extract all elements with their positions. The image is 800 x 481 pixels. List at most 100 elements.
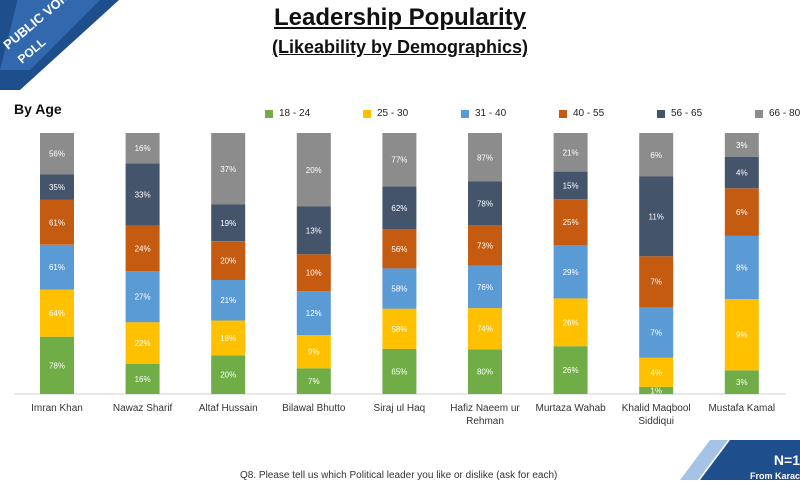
data-label: 21% <box>563 148 579 157</box>
bar-segment <box>211 320 246 356</box>
sample-source-text: From Karac <box>749 471 800 481</box>
data-label: 35% <box>49 183 65 192</box>
data-label: 56% <box>391 245 407 254</box>
data-label: 3% <box>736 378 748 387</box>
bar-segment <box>468 265 502 309</box>
data-label: 64% <box>49 309 65 318</box>
bar-segment <box>639 133 674 177</box>
legend-swatch <box>755 109 763 118</box>
bar-segment <box>296 206 331 255</box>
bar-segment <box>724 370 759 394</box>
bar-segment <box>296 368 331 394</box>
category-label: Nawaz Sharif <box>113 403 173 414</box>
legend-item: 40 - 55 <box>559 108 657 119</box>
bar-segment <box>125 163 160 226</box>
data-label: 78% <box>477 199 493 208</box>
bar-segment <box>553 133 588 172</box>
data-label: 9% <box>736 331 748 340</box>
category-label: Hafiz Naeem ur <box>450 403 520 414</box>
bar-segment <box>724 133 759 157</box>
bar-segment <box>125 363 160 394</box>
bar-segment <box>468 133 502 182</box>
page-title: Leadership Popularity <box>273 4 527 31</box>
data-label: 29% <box>563 268 579 277</box>
bar-segment <box>40 133 74 175</box>
category-label: Murtaza Wahab <box>535 403 606 414</box>
data-label: 21% <box>220 296 236 305</box>
data-label: 18% <box>220 334 236 343</box>
bar-segment <box>211 133 246 205</box>
legend-swatch <box>461 109 469 118</box>
data-label: 16% <box>135 375 151 384</box>
data-label: 3% <box>736 141 748 150</box>
legend-label: 40 - 55 <box>573 108 605 119</box>
legend-item: 18 - 24 <box>265 108 363 119</box>
category-label: Siraj ul Haq <box>374 403 426 414</box>
bar-segment <box>125 322 160 364</box>
data-label: 20% <box>306 166 322 175</box>
data-label: 19% <box>220 219 236 228</box>
data-label: 65% <box>391 367 407 376</box>
legend-swatch <box>657 109 665 118</box>
data-label: 11% <box>648 212 663 221</box>
bar-segment <box>40 199 74 245</box>
bar-segment <box>211 241 246 280</box>
legend-swatch <box>559 109 567 118</box>
data-label: 6% <box>736 208 748 217</box>
data-label: 4% <box>650 368 662 377</box>
bar-segment <box>639 176 674 257</box>
data-label: 27% <box>135 293 151 302</box>
bar-segment <box>40 289 74 337</box>
data-label: 20% <box>220 371 236 380</box>
data-label: 76% <box>477 283 493 292</box>
data-label: 12% <box>306 309 322 318</box>
bar-segment <box>553 298 588 347</box>
bar-segment <box>40 244 74 290</box>
data-label: 26% <box>563 318 579 327</box>
data-label: 78% <box>49 361 65 370</box>
data-label: 13% <box>306 226 322 235</box>
legend-swatch <box>363 109 371 118</box>
question-footnote: Q8. Please tell us which Political leade… <box>240 470 558 481</box>
data-label: 87% <box>477 153 493 162</box>
bar-segment <box>639 386 674 395</box>
data-label: 61% <box>49 218 65 227</box>
bar-segment <box>382 133 417 187</box>
data-label: 20% <box>220 257 236 266</box>
bar-segment <box>382 348 417 394</box>
bar-segment <box>296 254 331 292</box>
category-label: Imran Khan <box>31 403 83 414</box>
legend-label: 66 - 80 <box>769 108 800 119</box>
legend-label: 18 - 24 <box>279 108 311 119</box>
category-label: Altaf Hussain <box>199 403 258 414</box>
bar-segment <box>553 245 588 299</box>
bar-segment <box>468 308 502 350</box>
bar-segment <box>468 349 502 394</box>
legend-label: 56 - 65 <box>671 108 703 119</box>
category-label: Siddiqui <box>638 416 674 427</box>
bar-segment <box>468 225 502 266</box>
data-label: 73% <box>477 241 493 250</box>
bar-segment <box>724 299 759 371</box>
bar-segment <box>40 336 74 394</box>
bar-segment <box>211 204 246 242</box>
data-label: 56% <box>49 150 65 159</box>
bar-segment <box>724 188 759 236</box>
data-label: 77% <box>391 156 407 165</box>
data-label: 15% <box>563 181 579 190</box>
category-label: Khalid Maqbool <box>622 403 691 414</box>
data-label: 7% <box>650 278 662 287</box>
category-label: Rehman <box>466 416 504 427</box>
data-label: 7% <box>650 328 662 337</box>
bar-segment <box>639 256 674 308</box>
data-label: 6% <box>650 151 662 160</box>
data-label: 37% <box>220 165 236 174</box>
data-label: 58% <box>391 285 407 294</box>
data-label: 7% <box>308 377 320 386</box>
bar-segment <box>382 268 417 309</box>
bar-segment <box>639 357 674 387</box>
bar-segment <box>382 186 417 230</box>
legend-item: 25 - 30 <box>363 108 461 119</box>
bar-segment <box>296 291 331 336</box>
